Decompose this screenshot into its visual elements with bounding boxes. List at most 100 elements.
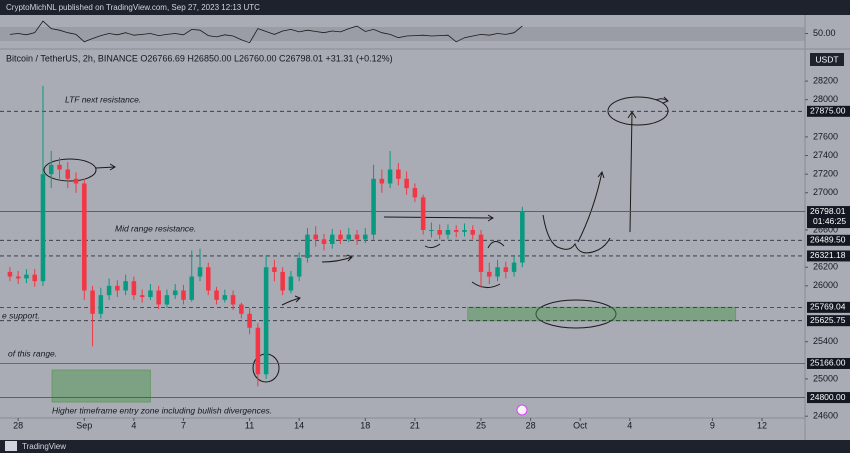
symbol-info: Bitcoin / TetherUS, 2h, BINANCE O26766.6… (6, 53, 393, 63)
candle-body (189, 276, 195, 300)
candle-body (156, 290, 161, 305)
y-tick-label: 27000 (813, 187, 838, 197)
candle-body (230, 295, 236, 305)
candle-body (379, 178, 385, 184)
candle-body (90, 290, 95, 314)
candle-body (420, 197, 426, 231)
drawing-arrow (281, 295, 301, 306)
x-tick-label: 4 (627, 420, 632, 430)
annotation: Higher timeframe entry zone including bu… (52, 405, 272, 415)
candle-body (429, 230, 434, 232)
drawing-arrow (321, 254, 353, 263)
candle-body (371, 178, 376, 235)
candle-body (404, 178, 409, 189)
candle-body (247, 313, 252, 328)
level-label: 26798.01 (810, 206, 846, 216)
x-tick-label: 7 (181, 420, 186, 430)
header-bar (0, 0, 850, 15)
rsi-band (0, 27, 805, 41)
candle-body (288, 276, 294, 291)
drawing-arrow (383, 214, 494, 222)
x-tick-label: 11 (245, 420, 254, 430)
candle-body (40, 174, 46, 282)
level-label-box (807, 206, 850, 229)
candle-body (148, 290, 153, 298)
candle-body (82, 183, 87, 291)
x-tick-label: 28 (526, 420, 536, 430)
rsi-tick-label: 50.00 (813, 28, 836, 38)
candle-body (172, 290, 178, 296)
drawing-arrow (577, 170, 605, 243)
candle-body (478, 234, 484, 272)
y-tick-label: 25000 (813, 373, 838, 383)
candle-body (123, 281, 128, 291)
x-tick-label: 18 (360, 420, 370, 430)
drawing-arrow (471, 281, 501, 288)
y-tick-label: 26200 (813, 262, 838, 272)
drawing-ellipse (43, 158, 97, 182)
x-tick-label: Sep (76, 420, 92, 430)
level-label-box (807, 250, 850, 262)
candle-body (520, 211, 525, 263)
level-label-box (807, 105, 850, 117)
y-tick-label: 28000 (813, 94, 838, 104)
y-tick-label: 24600 (813, 411, 838, 421)
countdown: 01:46:25 (813, 216, 846, 226)
candle-body (255, 327, 261, 375)
x-tick-label: 14 (294, 420, 304, 430)
level-label-box (807, 357, 850, 369)
candle-body (263, 267, 269, 375)
drawing-arrow (627, 111, 637, 233)
y-tick-label: 28200 (813, 75, 838, 85)
drawing-path (542, 214, 611, 254)
candle-body (321, 239, 327, 244)
drawing-arrow (655, 96, 669, 104)
rsi-line (9, 20, 523, 44)
x-tick-label: 9 (710, 420, 715, 430)
y-tick-label: 25400 (813, 336, 838, 346)
level-label-box (807, 301, 850, 313)
level-label-box (807, 234, 850, 246)
level-label: 27875.00 (810, 106, 846, 116)
candle-body (462, 230, 467, 232)
candle-body (346, 234, 352, 240)
level-label: 25625.75 (810, 315, 846, 325)
drawing-ellipse (535, 299, 617, 329)
level-label-box (807, 315, 850, 327)
level-label: 24800.00 (810, 392, 846, 402)
candle-body (214, 290, 219, 300)
candle-body (98, 295, 104, 314)
candle-body (313, 234, 318, 240)
annotation: of this range. (8, 348, 57, 358)
candle-body (329, 234, 335, 244)
x-tick-label: 28 (13, 420, 23, 430)
candle-body (487, 271, 492, 277)
y-tick-label: 27200 (813, 169, 838, 179)
candle-body (181, 290, 186, 300)
level-label: 25769.04 (810, 302, 846, 312)
drawing-arrow (487, 241, 505, 249)
candle-body (139, 295, 145, 298)
candle-body (470, 230, 476, 235)
candle-body (338, 234, 343, 240)
candle-body (7, 271, 13, 277)
level-label-box (807, 392, 850, 404)
candle-body (65, 169, 71, 179)
candle-body (48, 164, 54, 175)
drawing-arrow (424, 243, 441, 249)
candle-body (164, 295, 170, 305)
brand-logo (5, 441, 17, 451)
candle-body (354, 234, 360, 240)
currency: USDT (815, 54, 838, 64)
y-tick-label: 27400 (813, 150, 838, 160)
level-label: 26489.50 (810, 235, 846, 245)
candle-body (363, 234, 368, 240)
candle-body (280, 271, 285, 291)
y-tick-label: 27600 (813, 131, 838, 141)
x-tick-label: 12 (757, 420, 767, 430)
zone (51, 369, 151, 403)
level-label: 26321.18 (810, 250, 846, 260)
candle-body (296, 257, 302, 277)
candle-body (24, 274, 29, 279)
